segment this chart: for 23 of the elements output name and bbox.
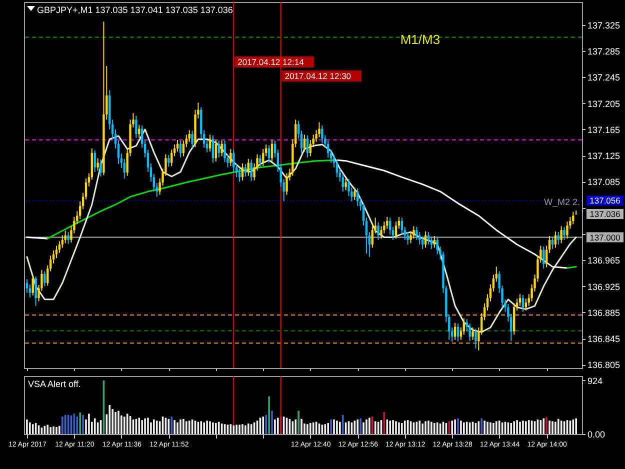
ref-line-label: 137.000 [590, 232, 621, 242]
ref-line-label: 2017.04.12 12:14 [238, 57, 304, 67]
y-tick-label: 137.325 [588, 20, 620, 30]
y-tick-label: 136.845 [588, 334, 620, 344]
annotation: W_M2 2. [544, 197, 580, 207]
y-tick-label: 136.925 [588, 282, 620, 292]
y-tick-label: 137.085 [588, 177, 620, 188]
y-tick-label: 924 [588, 376, 603, 386]
annotation: M1/M3 [400, 32, 440, 47]
y-tick-label: 136.965 [588, 256, 620, 266]
y-tick-label: 136.805 [588, 360, 620, 370]
chart-title: GBPJPY+,M1 137.035 137.041 137.035 137.036 [37, 5, 233, 15]
y-tick-label: 137.125 [588, 151, 620, 162]
y-tick-label: 0.00 [588, 430, 606, 440]
y-tick-label: 137.205 [588, 98, 620, 109]
chart-title: VSA Alert off. [28, 379, 81, 389]
y-tick-label: 136.885 [588, 308, 620, 318]
y-tick-label: 137.165 [588, 124, 620, 135]
y-tick-label: 137.245 [588, 72, 620, 83]
ref-line-label: 137.056 [590, 196, 621, 206]
y-tick-label: 137.285 [588, 46, 620, 57]
text: 137.036 [590, 209, 621, 219]
ref-line-label: 2017.04.12 12:30 [284, 71, 352, 81]
